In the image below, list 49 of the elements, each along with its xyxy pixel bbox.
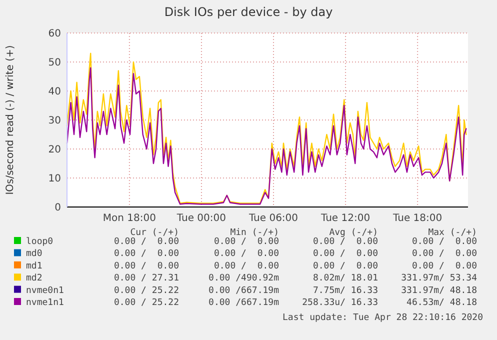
text: Cur (-/+) (130, 228, 179, 238)
text: 46.53m/ 48.18 (406, 298, 477, 308)
y-tick-label: 10 (48, 174, 61, 184)
y-tick-label: 30 (48, 116, 61, 126)
text: Avg (-/+) (329, 228, 378, 238)
text: 331.97m/ 48.18 (401, 286, 477, 296)
text: 0.00 / 0.00 (312, 261, 378, 272)
text: 0.00 / 0.00 (214, 249, 279, 260)
text: 0.00 / 0.00 (214, 261, 279, 272)
text: 0.00 /667.19m (208, 286, 279, 296)
legend-label: nvme0n1 (26, 286, 64, 296)
text: 0.00 / 25.22 (114, 298, 179, 308)
text: Max (-/+) (428, 228, 477, 238)
text: 0.00 / 0.00 (114, 261, 179, 272)
x-tick-label: Tue 06:00 (248, 213, 298, 224)
legend-label: loop0 (26, 237, 54, 247)
text: 7.75m/ 16.33 (312, 286, 378, 296)
x-tick-label: Tue 12:00 (320, 213, 370, 224)
text: 331.97m/ 53.34 (401, 274, 477, 284)
legend-label: md0 (26, 249, 42, 260)
y-tick-label: 0 (54, 202, 61, 214)
text: 0.00 / 27.31 (114, 274, 179, 284)
y-axis-title: IOs/second read (-) / write (+) (5, 45, 16, 195)
text: 0.00 / 0.00 (114, 237, 179, 247)
text: 0.00 / 0.00 (312, 237, 378, 247)
y-tick-label: 60 (48, 28, 61, 40)
text: 0.00 / 0.00 (412, 249, 477, 260)
legend-label: nvme1n1 (26, 298, 64, 308)
text: 258.33u/ 16.33 (302, 298, 378, 308)
text: 0.00 /490.92m (208, 274, 279, 284)
y-tick-label: 20 (48, 144, 61, 156)
text: 0.00 / 0.00 (214, 237, 279, 247)
x-tick-label: Tue 00:00 (176, 213, 226, 224)
text: 0.00 / 0.00 (114, 249, 179, 260)
text: 0.00 / 0.00 (312, 249, 378, 260)
legend-label: md1 (26, 261, 42, 272)
y-tick-label: 40 (48, 86, 61, 98)
text: 0.00 / 25.22 (114, 286, 179, 296)
text: 0.00 / 0.00 (412, 261, 477, 272)
x-tick-label: Tue 18:00 (392, 213, 442, 224)
text: 0.00 / 0.00 (412, 237, 477, 247)
text: 8.02m/ 18.01 (312, 274, 378, 284)
chart-title: Disk IOs per device - by day (164, 5, 333, 19)
text: Last update: Tue Apr 28 22:10:16 2020 (282, 313, 483, 324)
text: 0.00 /667.19m (208, 298, 279, 308)
y-tick-label: 50 (48, 58, 61, 68)
text: Min (-/+) (230, 228, 279, 238)
x-tick-label: Mon 18:00 (102, 213, 156, 224)
legend-label: md2 (26, 274, 42, 284)
